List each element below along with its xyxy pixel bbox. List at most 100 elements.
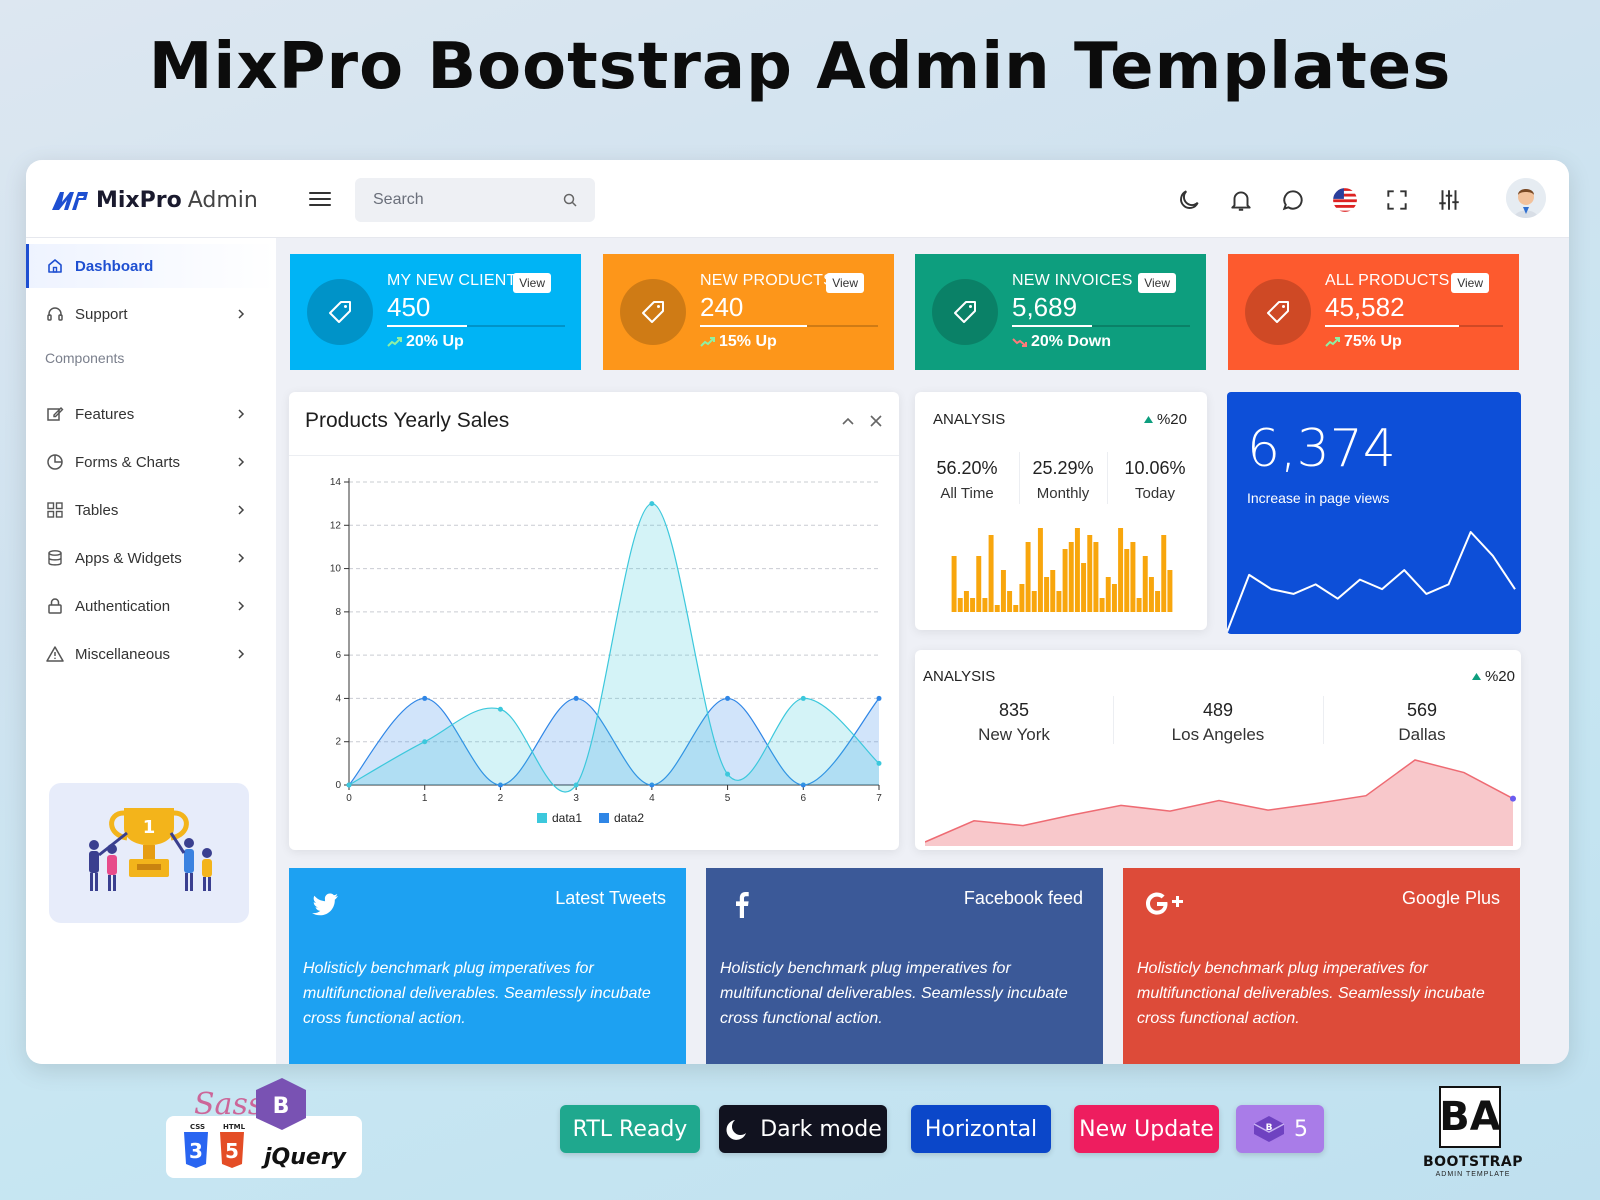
mini-bar xyxy=(1019,584,1025,612)
data-point-data1 xyxy=(346,782,352,788)
sidebar-item-support[interactable]: Support xyxy=(26,292,276,336)
stat-value: 835 xyxy=(998,700,1030,720)
social-card-twitter: Latest Tweets Holisticly benchmark plug … xyxy=(289,868,686,1064)
x-tick: 6 xyxy=(801,785,807,804)
us-flag-icon[interactable] xyxy=(1332,187,1358,213)
bootstrap-sublabel: ADMIN TEMPLATE xyxy=(1435,1171,1511,1178)
stat-trend: 20% Up xyxy=(406,333,464,350)
mini-bar xyxy=(1142,556,1148,612)
legend-item-data2: data2 xyxy=(599,811,644,825)
twitter-icon[interactable] xyxy=(309,888,341,920)
data-point-data2 xyxy=(649,782,655,788)
components-section-label: Components xyxy=(45,350,125,366)
search-box xyxy=(355,178,595,222)
sales-panel: Products Yearly Sales 0 2 4 6 8 10 12 14 0 1 2 3 4 5 6… xyxy=(289,392,899,850)
facebook-icon[interactable] xyxy=(726,888,758,920)
y-tick: 8 xyxy=(335,607,879,618)
mini-bar xyxy=(988,535,994,612)
social-title: Latest Tweets xyxy=(555,888,666,908)
mini-bar xyxy=(1013,605,1019,612)
banner-title: MixPro Bootstrap Admin Templates xyxy=(148,30,1452,104)
sidebar-item-features[interactable]: Features xyxy=(26,392,276,436)
edit-icon xyxy=(47,407,64,421)
trend-up-icon xyxy=(1325,337,1340,347)
social-title: Facebook feed xyxy=(963,888,1083,908)
bell-icon[interactable] xyxy=(1228,187,1254,213)
sidebar-item-miscellaneous[interactable]: Miscellaneous xyxy=(26,632,276,676)
pill-horizontal: Horizontal xyxy=(911,1105,1051,1153)
stat-value: 5,689 xyxy=(1012,292,1078,322)
sidebar-item-label: Authentication xyxy=(75,597,171,615)
stat-label: Los Angeles xyxy=(1171,725,1265,744)
stat-label: All Time xyxy=(940,485,994,502)
view-button[interactable]: View xyxy=(1451,273,1489,293)
sidebar-item-authentication[interactable]: Authentication xyxy=(26,584,276,628)
y-tick-label: 2 xyxy=(335,737,341,748)
stat-value: 45,582 xyxy=(1325,292,1405,322)
mini-bar xyxy=(1087,535,1093,612)
mini-bar xyxy=(1155,591,1161,612)
stat-trend: 75% Up xyxy=(1344,333,1402,350)
x-tick: 5 xyxy=(725,785,731,804)
view-button[interactable]: View xyxy=(826,273,864,293)
google-plus-icon[interactable] xyxy=(1143,888,1187,920)
view-button[interactable]: View xyxy=(513,273,551,293)
search-input[interactable] xyxy=(373,191,543,209)
fullscreen-icon[interactable] xyxy=(1384,187,1410,213)
mini-bar xyxy=(1031,591,1037,612)
series-line-data1 xyxy=(348,503,880,793)
pill-new-update: New Update xyxy=(1074,1105,1219,1153)
sidebar-item-dashboard[interactable]: Dashboard xyxy=(26,244,276,288)
collapse-icon[interactable] xyxy=(841,414,855,428)
mini-bar xyxy=(1167,570,1173,612)
page-views-value: 6,374 xyxy=(1247,419,1396,479)
moon-icon[interactable] xyxy=(1176,187,1202,213)
y-tick-label: 0 xyxy=(335,780,341,791)
mini-bar xyxy=(1062,549,1068,612)
mini-bar xyxy=(1025,542,1031,612)
menu-toggle-icon[interactable] xyxy=(309,188,331,210)
close-icon[interactable] xyxy=(869,414,883,428)
x-tick-label: 2 xyxy=(498,793,504,804)
stat-progress xyxy=(1012,325,1190,327)
x-tick-label: 3 xyxy=(573,793,579,804)
sidebar-item-tables[interactable]: Tables xyxy=(26,488,276,532)
jquery-logo-text: jQuery xyxy=(261,1145,348,1170)
city-area-line xyxy=(925,759,1514,843)
x-tick: 7 xyxy=(876,785,882,804)
stat-card-new-products: New Products 240 View 15% Up xyxy=(603,254,894,370)
stat-title: All Products xyxy=(1325,272,1450,289)
mini-bar xyxy=(1148,577,1154,612)
stat-title: New Products xyxy=(700,272,834,289)
mini-bar xyxy=(1056,591,1062,612)
sidebar-item-label: Apps & Widgets xyxy=(75,549,182,567)
sidebar-item-label: Support xyxy=(75,305,128,323)
brand-logo[interactable]: MixPro Admin xyxy=(50,182,258,218)
sidebar-item-apps-widgets[interactable]: Apps & Widgets xyxy=(26,536,276,580)
x-tick-label: 0 xyxy=(346,793,352,804)
stat-progress xyxy=(700,325,878,327)
mini-bar xyxy=(1093,542,1099,612)
search-icon[interactable] xyxy=(563,193,577,207)
chat-icon[interactable] xyxy=(1280,187,1306,213)
sliders-icon[interactable] xyxy=(1436,187,1462,213)
sidebar-item-forms-charts[interactable]: Forms & Charts xyxy=(26,440,276,484)
x-tick: 0 xyxy=(346,785,352,804)
css-logo-text: CSS xyxy=(190,1123,205,1131)
grid-icon xyxy=(47,502,63,518)
html-version: 5 xyxy=(225,1139,239,1163)
y-tick-label: 8 xyxy=(335,607,341,618)
mini-bar xyxy=(1007,591,1013,612)
chevron-right-icon xyxy=(238,409,245,419)
data-point-data1 xyxy=(422,739,428,745)
panel-divider xyxy=(289,455,899,456)
css-version: 3 xyxy=(189,1139,203,1163)
view-button[interactable]: View xyxy=(1138,273,1176,293)
series-area-data1 xyxy=(349,503,879,792)
y-tick: 6 xyxy=(335,650,879,661)
avatar[interactable] xyxy=(1506,178,1546,218)
stat-value: 489 xyxy=(1202,700,1234,720)
stat-value: 569 xyxy=(1406,700,1438,720)
mini-bar xyxy=(1136,598,1142,612)
html-logo-text: HTML xyxy=(223,1123,246,1131)
